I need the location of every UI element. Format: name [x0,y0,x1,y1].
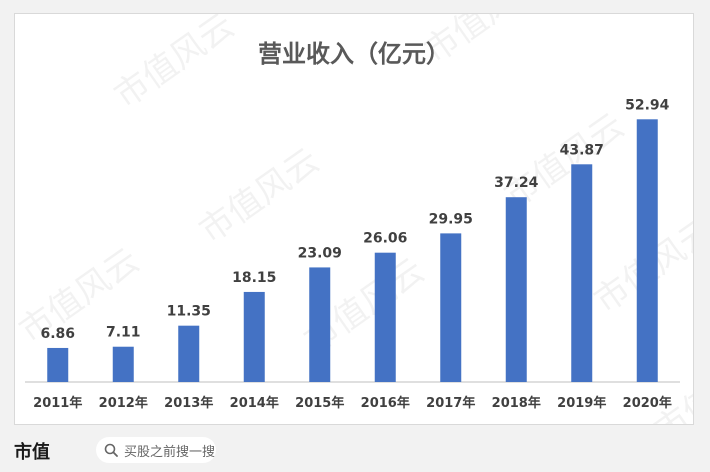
x-tick-label: 2016年 [361,395,410,411]
data-label: 26.06 [363,231,407,247]
data-label: 43.87 [560,142,604,158]
data-label: 18.15 [232,270,276,286]
data-label: 11.35 [167,304,211,320]
bar-2014年 [243,291,265,382]
data-label: 29.95 [429,211,473,227]
chart-panel: 市值风云市值风云市值风云市值风云市值风云市值风云市值风云市值风云 营业收入（亿元… [14,13,694,425]
search-box[interactable]: 买股之前搜一搜 [96,437,216,463]
data-label: 7.11 [106,325,141,341]
bar-2013年 [178,325,200,382]
x-tick-label: 2017年 [426,395,475,411]
x-tick-label: 2014年 [230,395,279,411]
x-tick-label: 2012年 [99,395,148,411]
bar-2019年 [571,164,593,382]
data-label: 52.94 [625,97,670,113]
x-tick-label: 2015年 [295,395,344,411]
bar-chart: 6.86 2011年 7.11 2012年 11.35 2013年 18.15 2014年 23… [25,97,680,411]
bar-2015年 [309,267,331,382]
bottom-bar: 市值 买股之前搜一搜 [0,428,710,472]
x-tick-label: 2020年 [623,395,672,411]
brand-mark-logo [52,441,90,461]
bar-2011年 [47,347,69,382]
x-tick-label: 2019年 [557,395,606,411]
data-label: 6.86 [40,326,75,342]
bar-2018年 [505,197,527,382]
x-tick-label: 2011年 [33,395,82,411]
search-placeholder: 买股之前搜一搜 [124,444,216,460]
search-icon [104,443,118,457]
brand-text: 市值 [14,442,50,463]
x-tick-label: 2013年 [164,395,213,411]
data-label: 23.09 [298,245,342,261]
brand-logo[interactable]: 市值 [14,438,90,464]
chart-title: 营业收入（亿元） [258,40,450,68]
data-label: 37.24 [494,175,539,191]
bar-2012年 [112,346,134,382]
bar-2020年 [636,119,658,383]
x-tick-label: 2018年 [492,395,541,411]
bar-2016年 [374,252,396,382]
bar-2017年 [440,233,462,382]
